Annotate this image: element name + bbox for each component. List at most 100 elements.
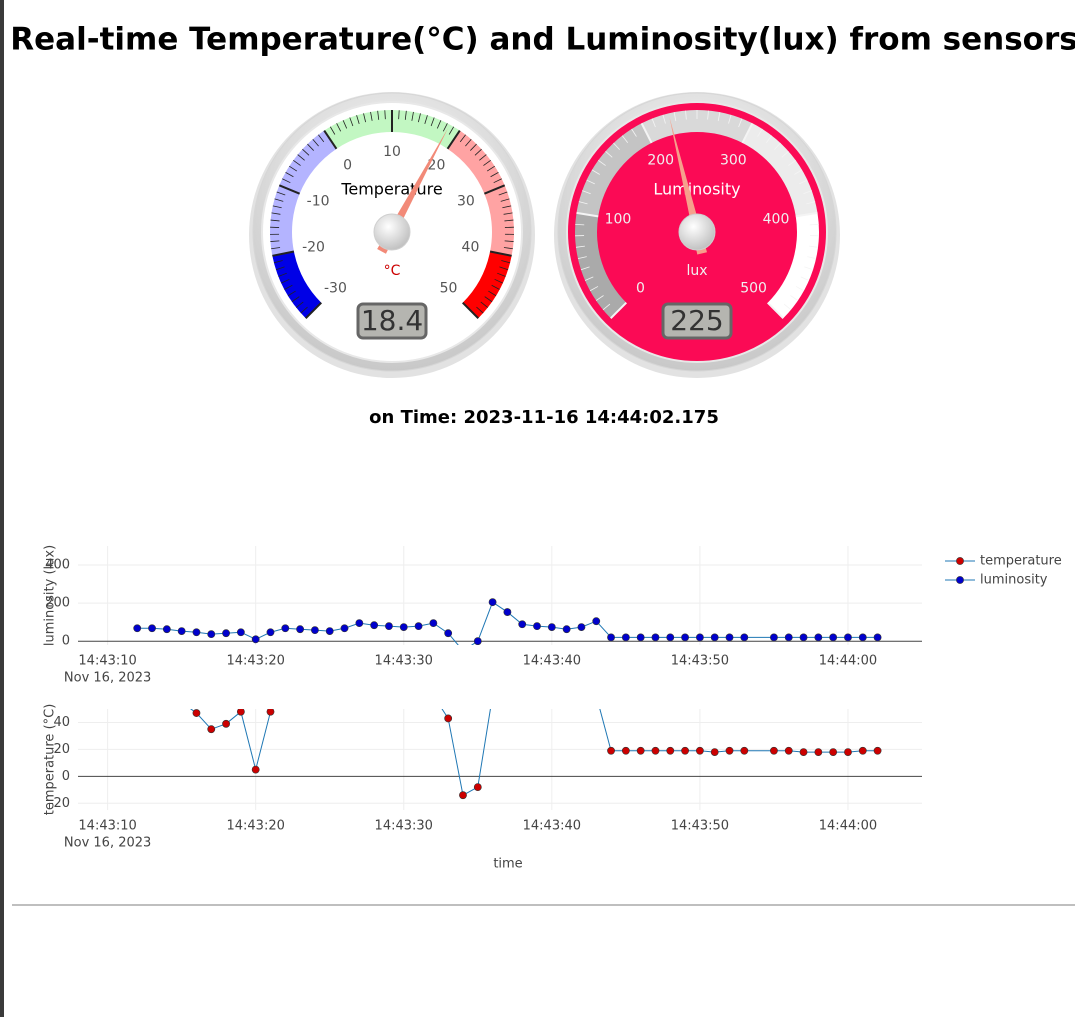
series-point (504, 692, 511, 699)
series-point (607, 746, 615, 755)
gauge-units: °C (384, 263, 401, 279)
series-point (134, 692, 141, 699)
gauge-needle-cap (678, 213, 716, 251)
series-point (873, 746, 882, 755)
series-point (533, 692, 540, 699)
series-point (770, 633, 778, 642)
series-point (178, 699, 185, 706)
gauge-minor-tick (502, 205, 512, 209)
gauge-minor-tick (297, 154, 305, 161)
gauge-minor-tick (504, 219, 514, 222)
gauge-highlight (641, 110, 753, 143)
gauge-minor-tick (631, 128, 637, 137)
gauge-tick-label: 40 (462, 240, 480, 256)
series-point (192, 628, 201, 637)
series-point (222, 719, 230, 728)
series-point (519, 692, 526, 699)
gauge-major-tick (640, 122, 653, 144)
gauge-minor-tick (580, 266, 590, 271)
series-point (710, 748, 719, 756)
gauge-tick-label: 20 (428, 157, 446, 173)
series-point (296, 625, 305, 634)
gauge-minor-tick (488, 290, 497, 297)
series-line (190, 709, 878, 796)
gauge-minor-tick (803, 190, 812, 195)
series-point (430, 692, 437, 699)
gauge-tick-label: 50 (440, 281, 458, 297)
gauge-minor-tick (276, 191, 286, 196)
series-point (207, 725, 216, 734)
gauge-tick-label: -10 (307, 193, 330, 209)
gauge-units: lux (686, 263, 707, 279)
y-tick-label: 400 (45, 558, 70, 573)
series-point (547, 623, 556, 632)
gauge-minor-tick (459, 134, 466, 143)
gauge-minor-tick (500, 198, 510, 202)
gauge-minor-tick (602, 303, 611, 311)
gauge-highlight (742, 123, 818, 217)
gauge-title: Luminosity (653, 180, 740, 199)
gauge-major-tick (272, 250, 295, 257)
x-tick-label: 14:44:00 (819, 654, 877, 669)
gauge-minor-tick (584, 276, 594, 281)
x-tick-label: 14:43:30 (375, 654, 433, 669)
series-point (858, 633, 867, 642)
y-tick-label: 20 (53, 742, 70, 757)
gauge-minor-tick (430, 117, 435, 127)
gauge-minor-tick (476, 306, 484, 314)
series-point (784, 633, 793, 642)
gauge-minor-tick (284, 284, 293, 290)
gauge-minor-tick (436, 120, 442, 129)
gauge-tick-label: 0 (343, 157, 352, 173)
gauge-minor-tick (275, 266, 285, 271)
y-tick-label: -20 (49, 796, 70, 811)
gauge-highlight (272, 251, 322, 319)
legend-label: temperature (980, 554, 1062, 569)
gauge-highlight (270, 130, 337, 256)
gauge-major-tick (795, 211, 818, 218)
gauge-minor-tick (621, 135, 629, 143)
gauge-tick-label: 300 (720, 153, 747, 169)
gauge-minor-tick (491, 284, 500, 290)
series-point (695, 746, 704, 755)
gauge-minor-tick (728, 114, 732, 124)
series-point (577, 623, 586, 632)
series-point (340, 624, 349, 633)
series-point (444, 629, 453, 638)
gauge-minor-tick (270, 240, 280, 242)
series-point (385, 692, 392, 699)
series-point (548, 692, 555, 699)
series-point (799, 633, 808, 642)
gauge-minor-tick (287, 290, 296, 297)
gauge-minor-tick (578, 201, 588, 205)
series-point (133, 624, 142, 633)
gauge-minor-tick (282, 178, 291, 184)
series-point (177, 627, 186, 636)
series-point (770, 746, 778, 755)
gauge-tick-label: 400 (763, 211, 790, 227)
gauge-needle-cap (373, 213, 411, 251)
series-point (222, 629, 230, 638)
series-point (681, 633, 689, 642)
gauge-minor-tick (738, 118, 743, 128)
gauge-minor-tick (493, 178, 502, 184)
series-point (593, 692, 600, 699)
series-point (489, 692, 496, 699)
gauge-value-box (356, 302, 428, 340)
series-point (725, 746, 734, 755)
gauge-minor-tick (774, 142, 781, 150)
series-point (844, 633, 852, 642)
series-point (829, 748, 838, 756)
gauge-minor-tick (799, 179, 808, 185)
series-point (592, 617, 601, 626)
gauge-minor-tick (424, 115, 428, 124)
series-point (236, 709, 245, 716)
gauge-tick-label: -20 (302, 240, 325, 256)
series-point (459, 791, 467, 800)
series-point (562, 625, 571, 634)
gauge-value: 18.4 (361, 304, 423, 337)
gauge-major-tick (741, 122, 754, 144)
gauge-minor-tick (504, 240, 514, 242)
series-point (873, 633, 882, 642)
gauge-minor-tick (356, 115, 360, 124)
